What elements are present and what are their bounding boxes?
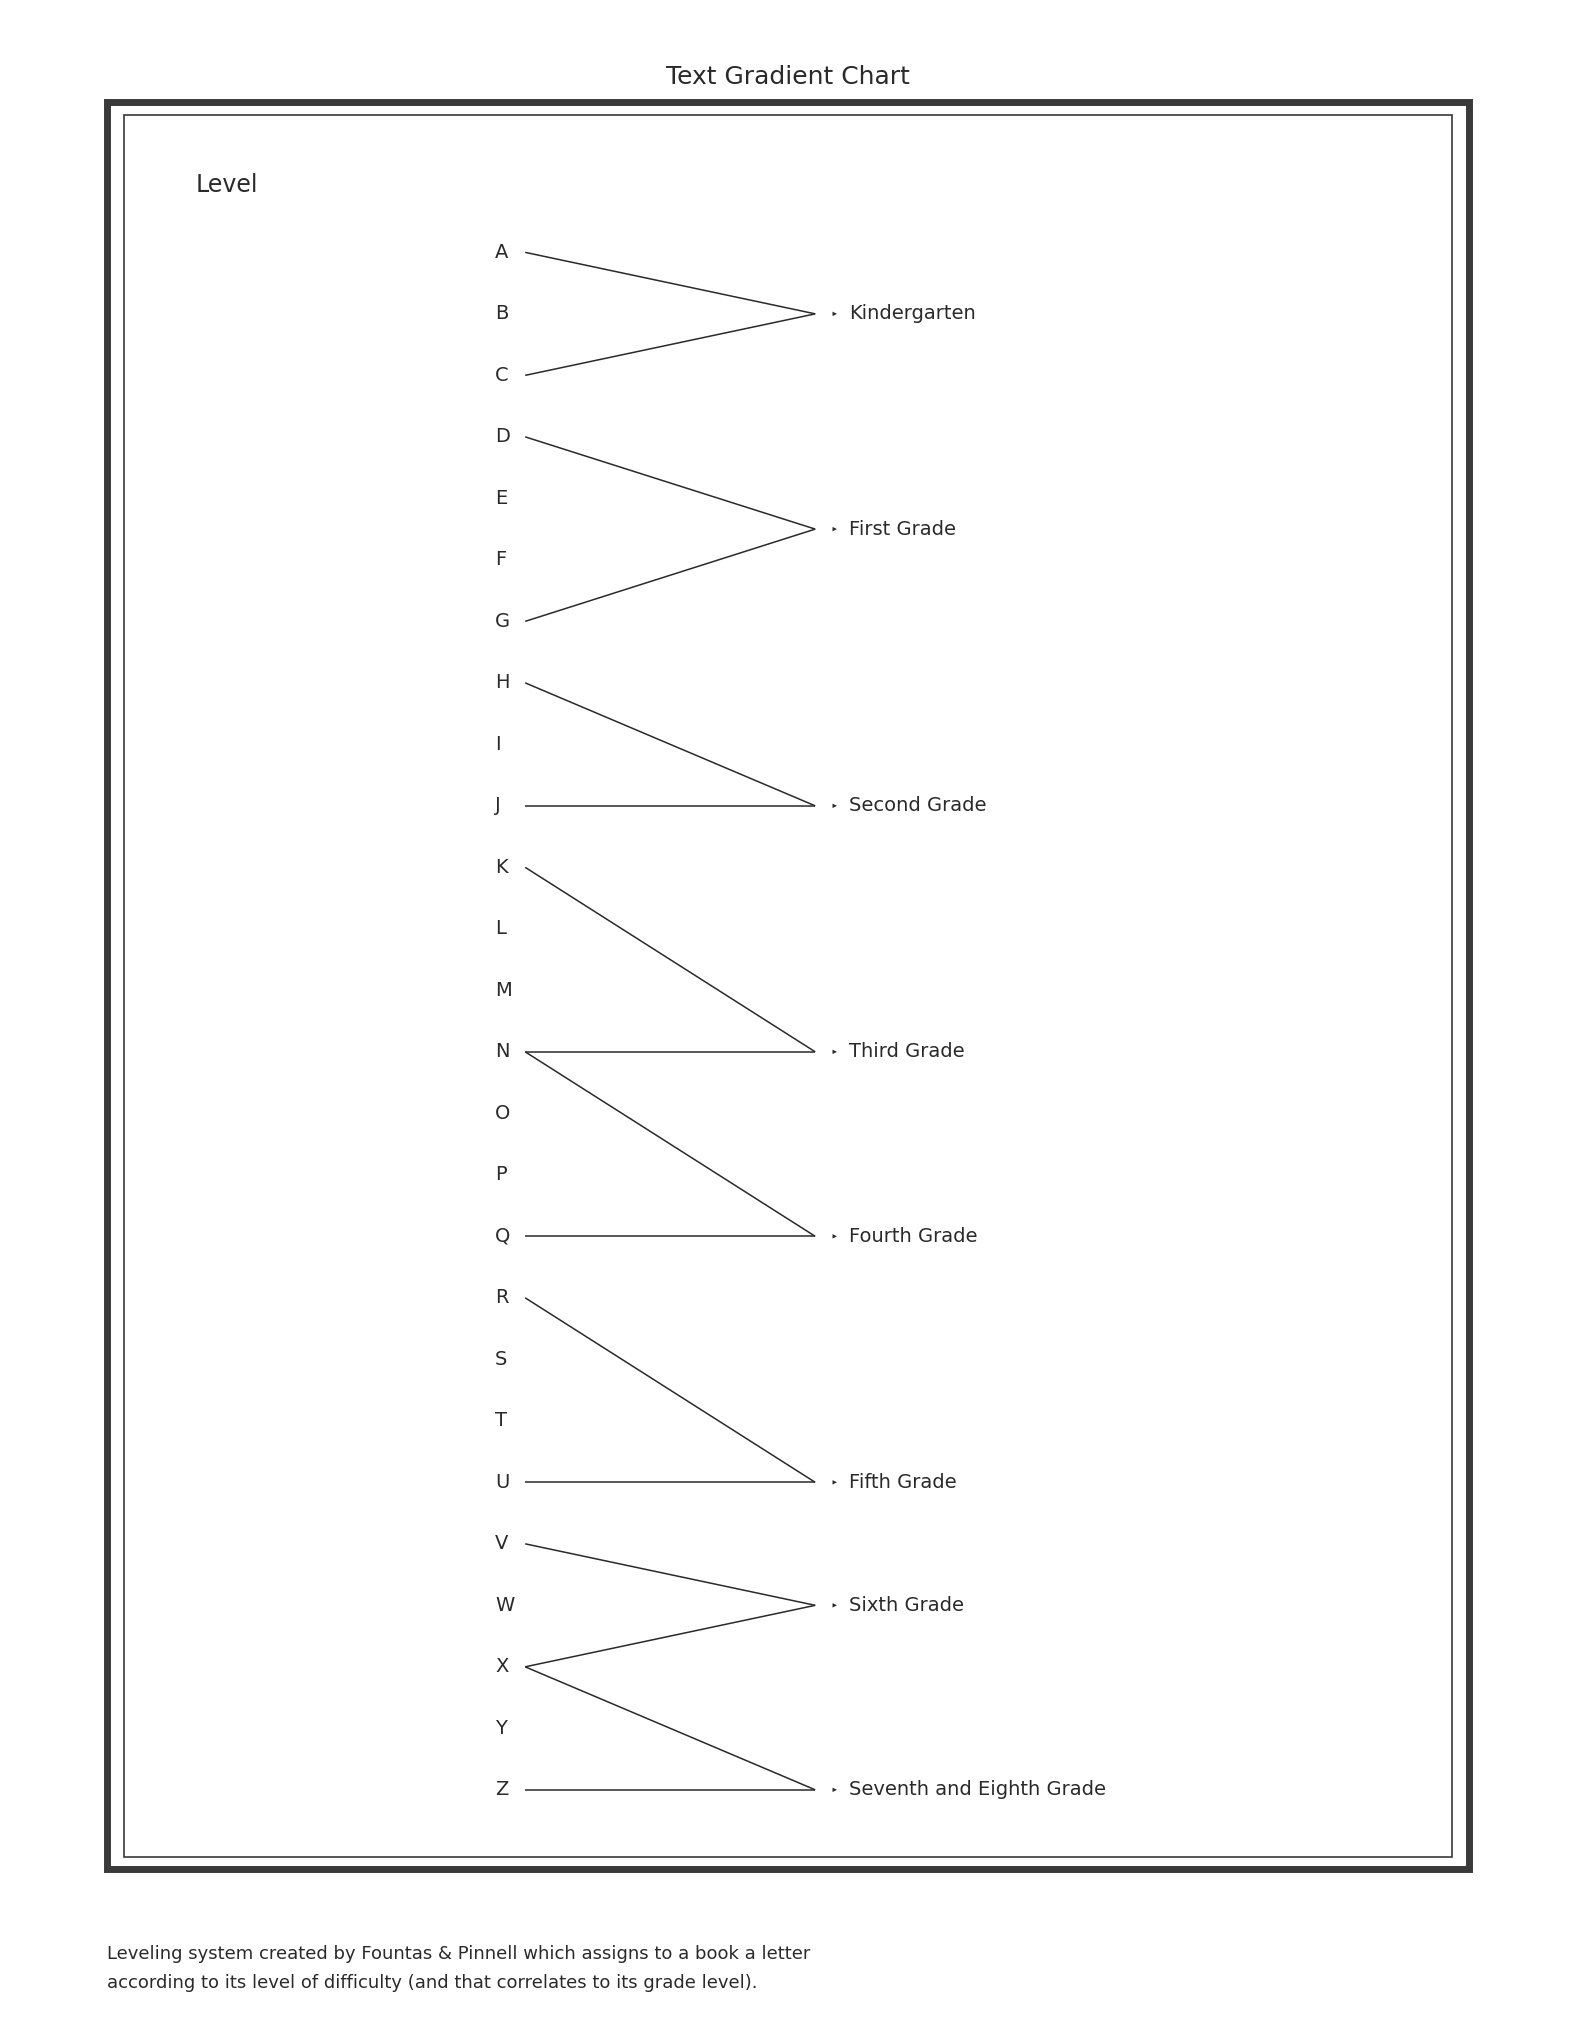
- Text: Fourth Grade: Fourth Grade: [849, 1228, 977, 1246]
- Text: Z: Z: [495, 1779, 509, 1800]
- Text: Second Grade: Second Grade: [849, 797, 987, 815]
- Text: I: I: [495, 735, 501, 754]
- Text: Leveling system created by Fountas & Pinnell which assigns to a book a letter
ac: Leveling system created by Fountas & Pin…: [107, 1945, 810, 1992]
- Text: P: P: [495, 1165, 507, 1185]
- Text: N: N: [495, 1042, 509, 1062]
- Text: Q: Q: [495, 1228, 511, 1246]
- Text: X: X: [495, 1657, 509, 1677]
- Text: First Grade: First Grade: [849, 519, 957, 539]
- Text: Fifth Grade: Fifth Grade: [849, 1473, 957, 1491]
- Text: H: H: [495, 674, 509, 693]
- Text: Sixth Grade: Sixth Grade: [849, 1596, 965, 1614]
- Text: K: K: [495, 858, 507, 876]
- Text: Y: Y: [495, 1718, 507, 1739]
- Text: J: J: [495, 797, 501, 815]
- Text: W: W: [495, 1596, 514, 1614]
- Text: B: B: [495, 304, 509, 323]
- Text: D: D: [495, 427, 511, 445]
- Text: O: O: [495, 1103, 511, 1124]
- Text: V: V: [495, 1534, 509, 1553]
- Text: C: C: [495, 366, 509, 384]
- Text: Third Grade: Third Grade: [849, 1042, 965, 1062]
- Text: F: F: [495, 550, 506, 570]
- Text: M: M: [495, 981, 512, 999]
- Text: Seventh and Eighth Grade: Seventh and Eighth Grade: [849, 1779, 1106, 1800]
- Text: G: G: [495, 611, 511, 631]
- Text: Level: Level: [195, 174, 258, 196]
- Text: Text Gradient Chart: Text Gradient Chart: [667, 65, 909, 90]
- Text: E: E: [495, 488, 507, 509]
- Text: Kindergarten: Kindergarten: [849, 304, 976, 323]
- Text: S: S: [495, 1350, 507, 1369]
- Text: T: T: [495, 1412, 507, 1430]
- Text: R: R: [495, 1289, 509, 1308]
- Text: A: A: [495, 243, 509, 262]
- Text: L: L: [495, 919, 506, 938]
- Text: U: U: [495, 1473, 509, 1491]
